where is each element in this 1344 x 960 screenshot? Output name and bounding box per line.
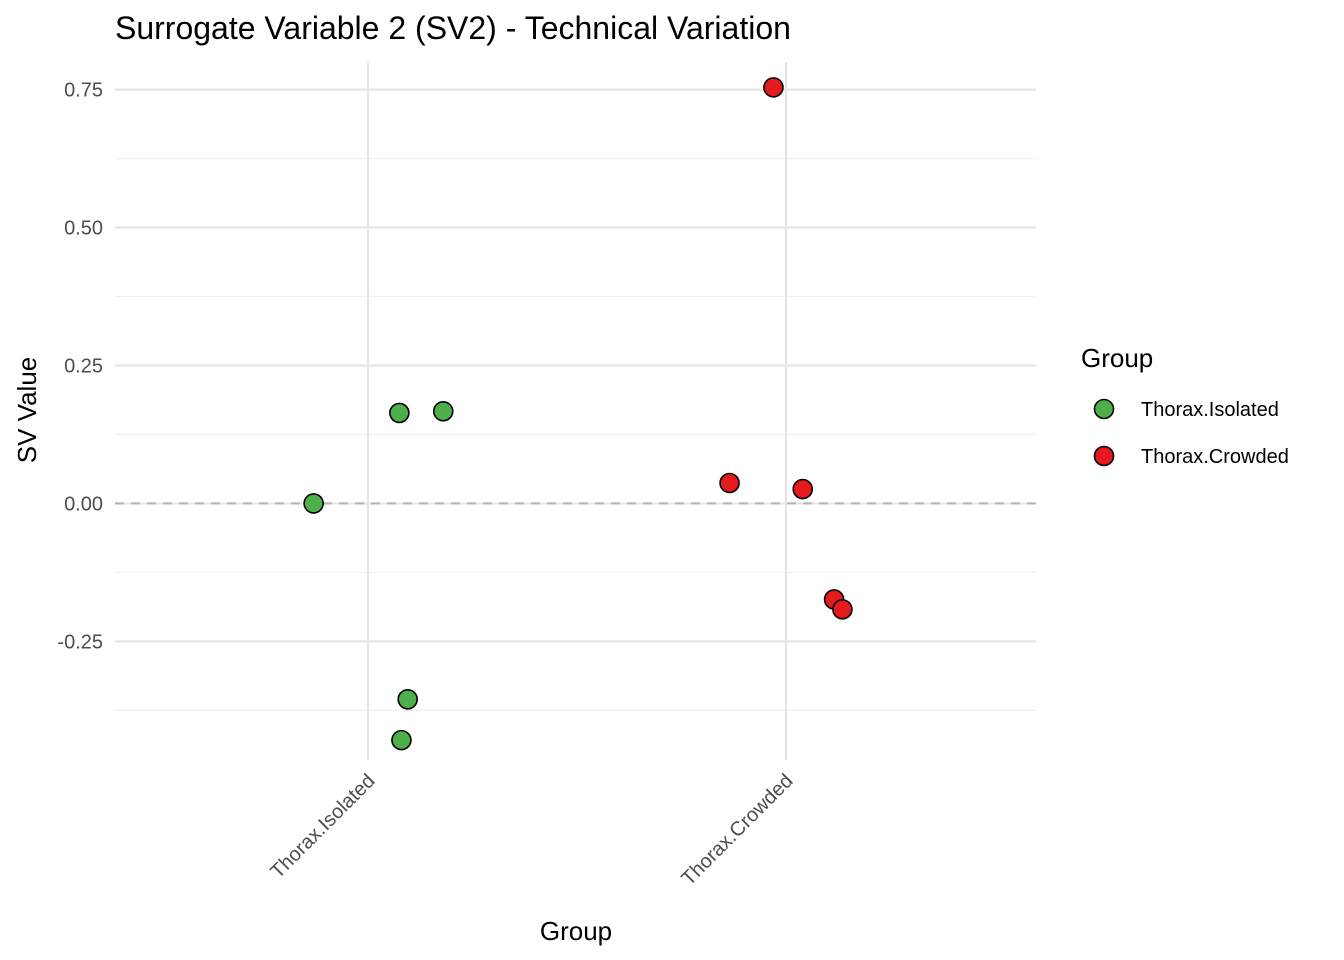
- legend-marker: [1093, 398, 1115, 420]
- data-point: [792, 478, 814, 500]
- plot-grid: [115, 62, 1036, 760]
- data-point: [832, 599, 853, 620]
- legend-marker: [1093, 445, 1115, 467]
- y-tick-label: 0.50: [64, 218, 103, 240]
- legend-items: Thorax.Isolated Thorax.Crowded: [1093, 398, 1289, 468]
- data-point: [391, 729, 412, 751]
- y-axis-ticks: 0.75 0.50 0.25 0.00 -0.25: [57, 80, 103, 654]
- data-point: [432, 400, 454, 422]
- y-tick-label: -0.25: [57, 631, 103, 653]
- y-tick-label: 0.25: [64, 355, 103, 377]
- chart-title: Surrogate Variable 2 (SV2) - Technical V…: [115, 10, 791, 46]
- x-axis-title: Group: [540, 916, 612, 946]
- y-axis-title: SV Value: [12, 357, 42, 463]
- legend-title: Group: [1081, 343, 1153, 373]
- legend-label: Thorax.Isolated: [1141, 399, 1279, 421]
- x-axis-ticks: Thorax.Isolated Thorax.Crowded: [266, 770, 797, 890]
- legend-label: Thorax.Crowded: [1141, 446, 1289, 468]
- data-point: [397, 689, 419, 710]
- data-point: [389, 402, 410, 424]
- data-points: [303, 77, 853, 751]
- x-tick-label: Thorax.Crowded: [677, 770, 797, 890]
- y-tick-label: 0.75: [64, 80, 103, 102]
- x-tick-label: Thorax.Isolated: [266, 770, 379, 883]
- y-tick-label: 0.00: [64, 493, 103, 515]
- legend: Group Thorax.Isolated Thorax.Crowded: [1081, 343, 1289, 468]
- data-point: [763, 77, 784, 98]
- data-point: [303, 493, 324, 514]
- data-point: [719, 472, 740, 494]
